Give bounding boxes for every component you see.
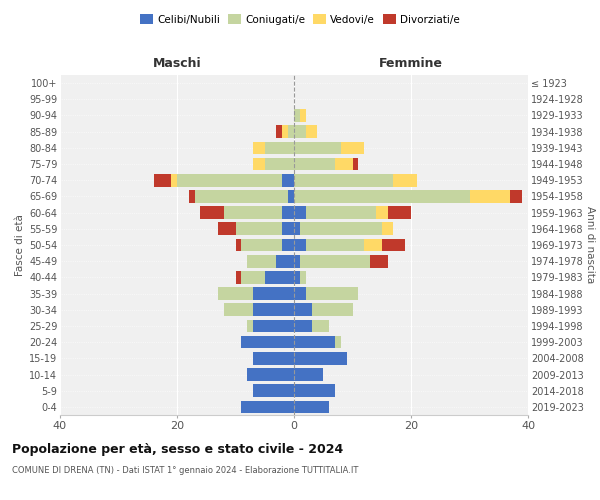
Bar <box>335 336 341 348</box>
Bar <box>283 238 294 252</box>
Bar <box>277 126 283 138</box>
Bar <box>294 206 306 219</box>
Bar <box>294 271 300 283</box>
Bar <box>235 238 241 252</box>
Bar <box>224 206 283 219</box>
Bar <box>382 222 394 235</box>
Bar <box>294 126 306 138</box>
Bar <box>247 368 294 381</box>
Bar <box>311 320 329 332</box>
Bar <box>294 158 335 170</box>
Bar <box>189 190 194 202</box>
Bar <box>200 206 224 219</box>
Bar <box>294 384 335 397</box>
Bar <box>288 190 294 202</box>
Bar <box>283 174 294 186</box>
Text: COMUNE DI DRENA (TN) - Dati ISTAT 1° gennaio 2024 - Elaborazione TUTTITALIA.IT: COMUNE DI DRENA (TN) - Dati ISTAT 1° gen… <box>12 466 358 475</box>
Bar <box>376 206 388 219</box>
Bar <box>294 109 300 122</box>
Bar <box>341 142 364 154</box>
Bar <box>294 190 470 202</box>
Bar <box>311 304 353 316</box>
Bar <box>253 142 265 154</box>
Bar <box>253 304 294 316</box>
Bar <box>300 222 382 235</box>
Bar <box>241 400 294 413</box>
Bar <box>364 238 382 252</box>
Y-axis label: Fasce di età: Fasce di età <box>14 214 25 276</box>
Text: Maschi: Maschi <box>152 57 202 70</box>
Bar <box>282 126 288 138</box>
Bar <box>335 158 353 170</box>
Bar <box>265 142 294 154</box>
Bar <box>306 288 358 300</box>
Bar <box>177 174 283 186</box>
Bar <box>294 368 323 381</box>
Bar <box>294 255 300 268</box>
Bar <box>265 158 294 170</box>
Y-axis label: Anni di nascita: Anni di nascita <box>585 206 595 284</box>
Bar <box>388 206 411 219</box>
Bar <box>300 271 306 283</box>
Bar <box>300 109 306 122</box>
Bar <box>253 288 294 300</box>
Bar <box>241 271 265 283</box>
Bar <box>511 190 522 202</box>
Bar <box>224 304 253 316</box>
Bar <box>253 158 265 170</box>
Bar <box>247 320 253 332</box>
Bar <box>470 190 511 202</box>
Bar <box>283 206 294 219</box>
Bar <box>306 238 364 252</box>
Bar <box>353 158 358 170</box>
Bar <box>306 126 317 138</box>
Bar <box>247 255 277 268</box>
Bar <box>394 174 417 186</box>
Bar <box>265 271 294 283</box>
Bar <box>241 238 283 252</box>
Bar <box>235 271 241 283</box>
Text: Femmine: Femmine <box>379 57 443 70</box>
Bar <box>171 174 177 186</box>
Bar <box>294 142 341 154</box>
Bar <box>253 384 294 397</box>
Bar <box>294 222 300 235</box>
Bar <box>283 222 294 235</box>
Bar <box>277 255 294 268</box>
Bar <box>288 126 294 138</box>
Bar <box>194 190 288 202</box>
Bar <box>241 336 294 348</box>
Bar <box>300 255 370 268</box>
Bar <box>306 206 376 219</box>
Legend: Celibi/Nubili, Coniugati/e, Vedovi/e, Divorziati/e: Celibi/Nubili, Coniugati/e, Vedovi/e, Di… <box>136 10 464 29</box>
Bar <box>294 400 329 413</box>
Bar <box>294 174 394 186</box>
Text: Popolazione per età, sesso e stato civile - 2024: Popolazione per età, sesso e stato civil… <box>12 442 343 456</box>
Bar <box>294 288 306 300</box>
Bar <box>154 174 171 186</box>
Bar <box>294 336 335 348</box>
Bar <box>218 222 235 235</box>
Bar <box>382 238 405 252</box>
Bar <box>294 304 311 316</box>
Bar <box>253 320 294 332</box>
Bar <box>294 352 347 364</box>
Bar <box>294 238 306 252</box>
Bar <box>294 320 311 332</box>
Bar <box>370 255 388 268</box>
Bar <box>253 352 294 364</box>
Bar <box>218 288 253 300</box>
Bar <box>235 222 283 235</box>
